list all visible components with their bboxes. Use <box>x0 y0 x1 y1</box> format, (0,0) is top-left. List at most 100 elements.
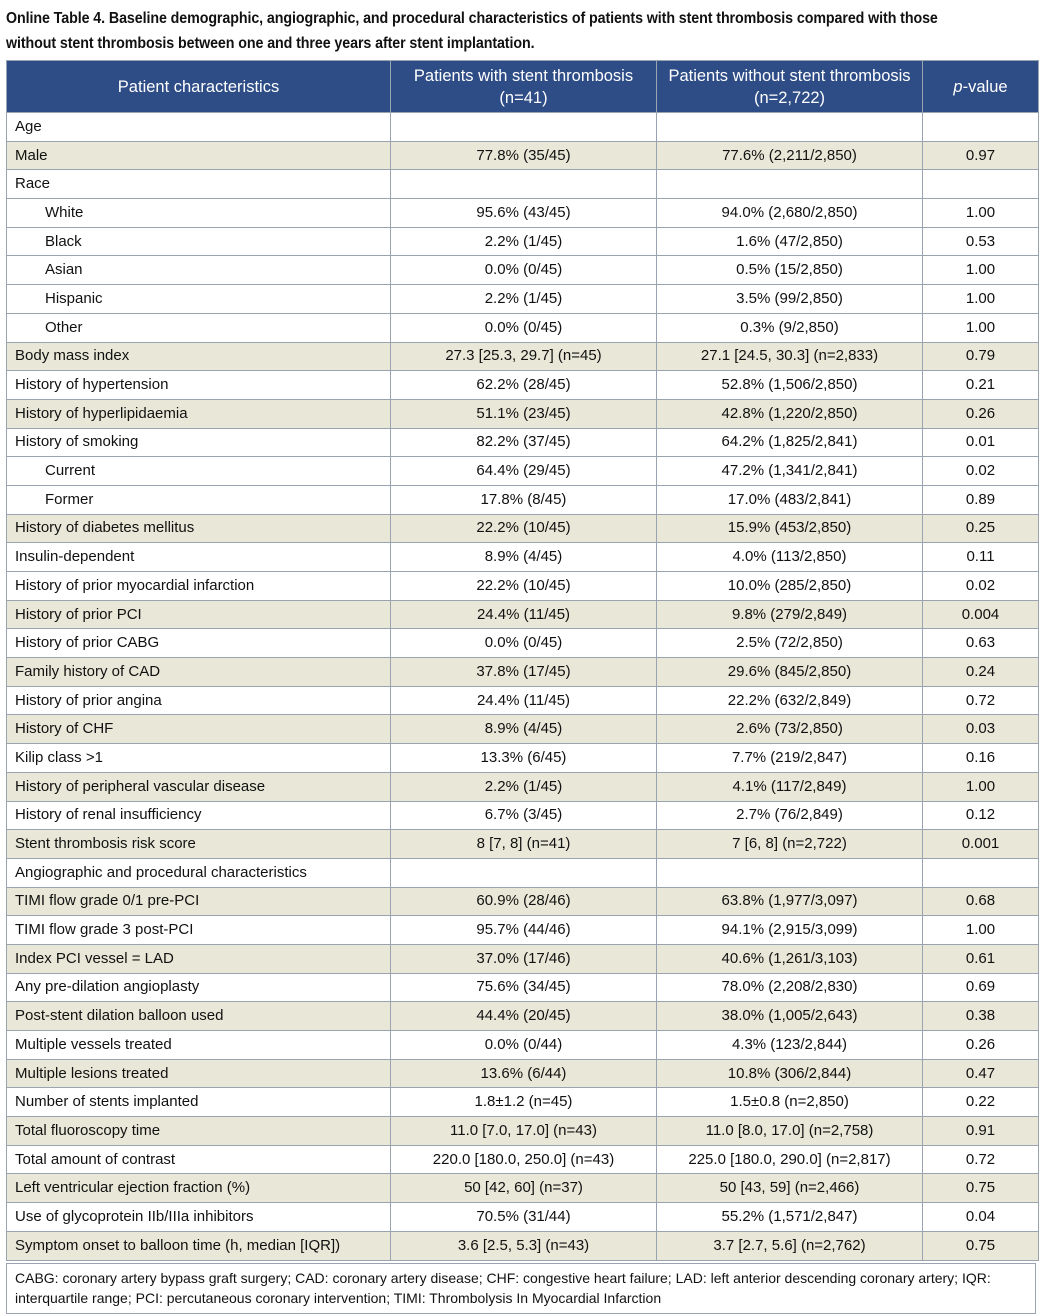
cell-with-stent-thrombosis: 64.4% (29/45) <box>390 456 657 486</box>
table-row: History of peripheral vascular disease 2.… <box>6 771 1039 802</box>
cell-p-value: 0.38 <box>922 1001 1039 1031</box>
table-row: Hispanic 2.2% (1/45) 3.5% (99/2,850) 1.00 <box>6 284 1039 314</box>
cell-without-stent-thrombosis: 63.8% (1,977/3,097) <box>656 886 923 917</box>
table-row: Other 0.0% (0/45) 0.3% (9/2,850) 1.00 <box>6 312 1039 343</box>
cell-with-stent-thrombosis: 8.9% (4/45) <box>390 542 657 572</box>
row-label: Angiographic and procedural characterist… <box>6 857 391 888</box>
table-row: Use of glycoprotein IIb/IIIa inhibitors 7… <box>6 1202 1039 1232</box>
cell-without-stent-thrombosis: 94.1% (2,915/3,099) <box>656 915 923 945</box>
table-row: Index PCI vessel = LAD 37.0% (17/46) 40.6%… <box>6 943 1039 974</box>
cell-p-value: 0.61 <box>922 943 1039 974</box>
cell-with-stent-thrombosis: 0.0% (0/45) <box>390 628 657 659</box>
table-row: History of prior myocardial infarction 22… <box>6 571 1039 601</box>
cell-without-stent-thrombosis: 55.2% (1,571/2,847) <box>656 1202 923 1232</box>
cell-without-stent-thrombosis: 225.0 [180.0, 290.0] (n=2,817) <box>656 1144 923 1175</box>
table-row: Symptom onset to balloon time (h, median… <box>6 1230 1039 1261</box>
table-row: Number of stents implanted 1.8±1.2 (n=45)… <box>6 1087 1039 1118</box>
table-row: White 95.6% (43/45) 94.0% (2,680/2,850) 1.0… <box>6 198 1039 228</box>
table-row: History of diabetes mellitus 22.2% (10/45… <box>6 513 1039 544</box>
cell-p-value: 1.00 <box>922 198 1039 228</box>
cell-with-stent-thrombosis: 22.2% (10/45) <box>390 571 657 601</box>
row-label: Multiple vessels treated <box>6 1030 391 1060</box>
cell-p-value: 0.004 <box>922 599 1039 630</box>
cell-with-stent-thrombosis: 75.6% (34/45) <box>390 972 657 1003</box>
table-row: Former 17.8% (8/45) 17.0% (483/2,841) 0.89 <box>6 484 1039 515</box>
cell-with-stent-thrombosis: 0.0% (0/45) <box>390 312 657 343</box>
row-label: Kilip class >1 <box>6 743 391 773</box>
cell-p-value: 0.03 <box>922 714 1039 745</box>
cell-p-value: 0.01 <box>922 427 1039 458</box>
cell-without-stent-thrombosis: 10.8% (306/2,844) <box>656 1058 923 1089</box>
cell-p-value: 0.69 <box>922 972 1039 1003</box>
row-label: White <box>6 198 391 228</box>
cell-p-value <box>922 112 1039 142</box>
cell-with-stent-thrombosis: 17.8% (8/45) <box>390 484 657 515</box>
cell-without-stent-thrombosis: 27.1 [24.5, 30.3] (n=2,833) <box>656 341 923 372</box>
header-without-stent-thrombosis: Patients without stent thrombosis (n=2,7… <box>656 60 923 113</box>
cell-p-value: 0.02 <box>922 456 1039 486</box>
cell-without-stent-thrombosis: 1.6% (47/2,850) <box>656 226 923 257</box>
cell-without-stent-thrombosis: 78.0% (2,208/2,830) <box>656 972 923 1003</box>
cell-with-stent-thrombosis: 3.6 [2.5, 5.3] (n=43) <box>390 1230 657 1261</box>
row-label: Current <box>6 456 391 486</box>
row-label: History of prior CABG <box>6 628 391 659</box>
table-row: Family history of CAD 37.8% (17/45) 29.6% … <box>6 657 1039 687</box>
cell-without-stent-thrombosis: 29.6% (845/2,850) <box>656 657 923 687</box>
row-label: Black <box>6 226 391 257</box>
cell-p-value: 1.00 <box>922 255 1039 286</box>
cell-with-stent-thrombosis: 13.6% (6/44) <box>390 1058 657 1089</box>
cell-with-stent-thrombosis: 95.6% (43/45) <box>390 198 657 228</box>
cell-with-stent-thrombosis <box>390 169 657 200</box>
cell-without-stent-thrombosis: 0.3% (9/2,850) <box>656 312 923 343</box>
cell-with-stent-thrombosis: 27.3 [25.3, 29.7] (n=45) <box>390 341 657 372</box>
cell-p-value: 0.89 <box>922 484 1039 515</box>
cell-p-value: 0.68 <box>922 886 1039 917</box>
table-row: Multiple vessels treated 0.0% (0/44) 4.3% … <box>6 1030 1039 1060</box>
cell-p-value: 0.72 <box>922 685 1039 716</box>
row-label: History of prior angina <box>6 685 391 716</box>
cell-with-stent-thrombosis: 2.2% (1/45) <box>390 226 657 257</box>
table-row: Post-stent dilation balloon used 44.4% (2… <box>6 1001 1039 1031</box>
cell-without-stent-thrombosis: 9.8% (279/2,849) <box>656 599 923 630</box>
cell-p-value: 1.00 <box>922 771 1039 802</box>
cell-without-stent-thrombosis <box>656 857 923 888</box>
row-label: Total amount of contrast <box>6 1144 391 1175</box>
cell-without-stent-thrombosis: 38.0% (1,005/2,643) <box>656 1001 923 1031</box>
row-label: Insulin-dependent <box>6 542 391 572</box>
row-label: Former <box>6 484 391 515</box>
cell-with-stent-thrombosis: 22.2% (10/45) <box>390 513 657 544</box>
cell-with-stent-thrombosis <box>390 112 657 142</box>
cell-p-value: 1.00 <box>922 312 1039 343</box>
cell-without-stent-thrombosis: 4.0% (113/2,850) <box>656 542 923 572</box>
row-label: Male <box>6 140 391 171</box>
cell-without-stent-thrombosis <box>656 169 923 200</box>
table-row: Male 77.8% (35/45) 77.6% (2,211/2,850) 0.97 <box>6 140 1039 171</box>
row-label: History of smoking <box>6 427 391 458</box>
table-row: History of hypertension 62.2% (28/45) 52.8… <box>6 370 1039 400</box>
cell-p-value: 0.25 <box>922 513 1039 544</box>
cell-with-stent-thrombosis: 6.7% (3/45) <box>390 800 657 831</box>
cell-p-value: 0.04 <box>922 1202 1039 1232</box>
cell-without-stent-thrombosis: 4.1% (117/2,849) <box>656 771 923 802</box>
cell-without-stent-thrombosis: 1.5±0.8 (n=2,850) <box>656 1087 923 1118</box>
header-p-value: p-value <box>922 60 1039 113</box>
cell-p-value: 0.47 <box>922 1058 1039 1089</box>
cell-p-value: 0.63 <box>922 628 1039 659</box>
cell-p-value: 1.00 <box>922 284 1039 314</box>
table-row: Angiographic and procedural characterist… <box>6 857 1039 888</box>
row-label: History of prior PCI <box>6 599 391 630</box>
cell-without-stent-thrombosis: 47.2% (1,341/2,841) <box>656 456 923 486</box>
cell-p-value <box>922 169 1039 200</box>
row-label: Hispanic <box>6 284 391 314</box>
cell-without-stent-thrombosis: 52.8% (1,506/2,850) <box>656 370 923 400</box>
row-label: Asian <box>6 255 391 286</box>
row-label: Use of glycoprotein IIb/IIIa inhibitors <box>6 1202 391 1232</box>
cell-without-stent-thrombosis: 3.5% (99/2,850) <box>656 284 923 314</box>
table-row: Any pre-dilation angioplasty 75.6% (34/45… <box>6 972 1039 1003</box>
cell-with-stent-thrombosis: 1.8±1.2 (n=45) <box>390 1087 657 1118</box>
table-row: Black 2.2% (1/45) 1.6% (47/2,850) 0.53 <box>6 226 1039 257</box>
cell-with-stent-thrombosis: 51.1% (23/45) <box>390 398 657 429</box>
cell-with-stent-thrombosis: 24.4% (11/45) <box>390 685 657 716</box>
row-label: TIMI flow grade 3 post-PCI <box>6 915 391 945</box>
table-row: TIMI flow grade 3 post-PCI 95.7% (44/46) 9… <box>6 915 1039 945</box>
